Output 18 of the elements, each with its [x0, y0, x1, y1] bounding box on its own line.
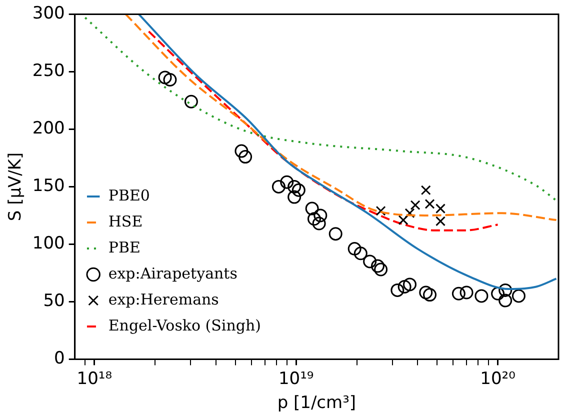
y-tick-label: 150: [32, 176, 65, 196]
y-axis-title: S [μV/K]: [6, 152, 26, 222]
x-tick-label: 10¹⁹: [278, 368, 314, 389]
legend-label: PBE0: [108, 186, 150, 204]
legend-label: exp:Heremans: [108, 290, 219, 308]
y-tick-label: 250: [32, 61, 65, 82]
y-tick-label: 0: [54, 348, 65, 369]
y-tick-label: 300: [32, 4, 65, 24]
y-tick-label: 50: [43, 291, 65, 312]
x-tick-label: 10²⁰: [480, 368, 516, 389]
y-tick-label: 100: [32, 234, 65, 254]
x-tick-label: 10¹⁸: [76, 368, 112, 389]
y-tick-label: 200: [32, 118, 65, 139]
legend-label: HSE: [108, 212, 143, 230]
legend-label: exp:Airapetyants: [108, 264, 238, 282]
legend-label: PBE: [108, 238, 140, 256]
x-axis-title: p [1/cm³]: [277, 393, 356, 414]
legend-label: Engel-Vosko (Singh): [108, 316, 261, 334]
